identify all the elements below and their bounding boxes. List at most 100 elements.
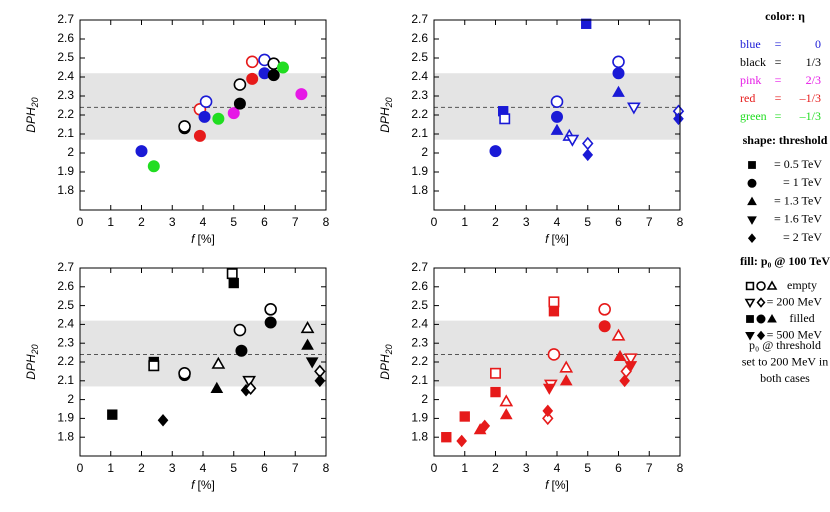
x-tick-label: 6 xyxy=(615,215,622,229)
point xyxy=(135,145,148,158)
legend-title: color: η xyxy=(765,9,805,23)
y-tick-label: 2.4 xyxy=(411,317,428,331)
point xyxy=(242,375,257,388)
point xyxy=(559,360,574,373)
legend-fill-shape xyxy=(745,281,755,291)
x-tick-label: 8 xyxy=(677,461,684,475)
plot-frame xyxy=(79,19,327,211)
point xyxy=(547,348,561,361)
y-tick-label: 2 xyxy=(421,392,428,406)
point xyxy=(598,303,611,316)
legend-shape-label: = 1.6 TeV xyxy=(774,212,822,226)
point xyxy=(619,374,630,388)
y-axis-label-sub: 20 xyxy=(30,344,40,355)
x-axis-label-unit: [%] xyxy=(198,232,215,246)
y-tick-label: 2.3 xyxy=(57,335,74,349)
legend-note: set to 200 MeV in xyxy=(742,354,828,368)
x-axis-label-main: f xyxy=(545,232,550,246)
y-axis-label-main: DPH xyxy=(24,354,38,380)
point xyxy=(157,414,169,427)
point xyxy=(295,88,308,101)
legend-color-name: blue xyxy=(740,37,761,51)
point xyxy=(612,55,625,69)
point xyxy=(459,411,470,422)
y-tick-label: 2.4 xyxy=(411,69,428,83)
point xyxy=(233,97,246,110)
x-tick-label: 4 xyxy=(200,461,207,475)
point xyxy=(623,353,638,366)
x-tick-label: 1 xyxy=(461,215,468,229)
x-tick-label: 4 xyxy=(554,461,561,475)
x-axis-label-unit: [%] xyxy=(198,478,215,492)
legend-fill-shape xyxy=(756,297,766,308)
x-tick-label: 5 xyxy=(230,461,237,475)
plot-frame xyxy=(433,267,681,457)
x-tick-label: 0 xyxy=(431,215,438,229)
y-tick-label: 2.5 xyxy=(411,50,428,64)
x-tick-label: 5 xyxy=(230,215,237,229)
legend-shape-label: = 2 TeV xyxy=(783,230,822,244)
point xyxy=(264,303,277,316)
x-tick-label: 3 xyxy=(169,461,176,475)
point xyxy=(565,134,580,147)
legend-color-eq: = xyxy=(775,91,782,105)
x-axis-label-main: f xyxy=(191,478,196,492)
point xyxy=(147,160,160,173)
legend-fill-shape xyxy=(756,314,766,324)
legend-shape-label: = 0.5 TeV xyxy=(774,157,822,171)
point xyxy=(542,383,556,395)
legend-color-eq: = xyxy=(775,37,782,51)
x-axis-label: f [%] xyxy=(191,232,215,246)
x-tick-label: 5 xyxy=(584,215,591,229)
point xyxy=(479,419,491,433)
point xyxy=(612,85,625,97)
point xyxy=(499,394,514,407)
x-tick-label: 6 xyxy=(615,461,622,475)
point xyxy=(107,409,118,420)
y-tick-label: 2.6 xyxy=(411,279,428,293)
x-tick-label: 7 xyxy=(292,461,299,475)
x-axis-label-unit: [%] xyxy=(552,478,569,492)
legend-note: both cases xyxy=(760,371,810,385)
x-axis-label: f [%] xyxy=(545,478,569,492)
point xyxy=(550,123,564,135)
x-tick-label: 2 xyxy=(138,461,145,475)
legend-shape xyxy=(747,196,757,206)
y-tick-label: 1.9 xyxy=(411,164,428,178)
y-tick-label: 1.9 xyxy=(57,164,74,178)
y-tick-label: 2.7 xyxy=(57,12,74,26)
x-tick-label: 6 xyxy=(261,461,268,475)
point xyxy=(490,386,501,398)
legend-color-name: pink xyxy=(740,73,761,87)
y-tick-label: 2.1 xyxy=(57,126,74,140)
legend-shape xyxy=(747,233,757,243)
legend-fill-label: empty xyxy=(787,278,817,292)
point xyxy=(233,78,247,91)
y-tick-label: 2.1 xyxy=(411,126,428,140)
legend-fill-label: filled xyxy=(789,311,814,325)
point xyxy=(441,432,452,443)
x-axis-label: f [%] xyxy=(191,478,215,492)
x-tick-label: 2 xyxy=(138,215,145,229)
y-tick-label: 2 xyxy=(67,392,74,406)
x-tick-label: 0 xyxy=(77,461,84,475)
y-tick-label: 2.5 xyxy=(57,50,74,64)
y-tick-label: 2 xyxy=(421,145,428,159)
point xyxy=(178,120,191,133)
point xyxy=(244,381,257,396)
point xyxy=(673,112,684,126)
x-tick-label: 1 xyxy=(461,461,468,475)
x-tick-label: 4 xyxy=(554,215,561,229)
point xyxy=(148,360,160,372)
point xyxy=(581,18,592,29)
y-tick-label: 1.9 xyxy=(57,411,74,425)
point xyxy=(267,69,280,82)
y-axis-label: DPH20 xyxy=(24,344,40,379)
x-tick-label: 3 xyxy=(523,461,530,475)
plot-frame xyxy=(79,267,327,457)
point xyxy=(559,374,573,386)
point xyxy=(305,357,319,369)
point xyxy=(611,328,626,341)
point xyxy=(499,408,513,420)
legend-color-value: 1/3 xyxy=(806,55,821,69)
